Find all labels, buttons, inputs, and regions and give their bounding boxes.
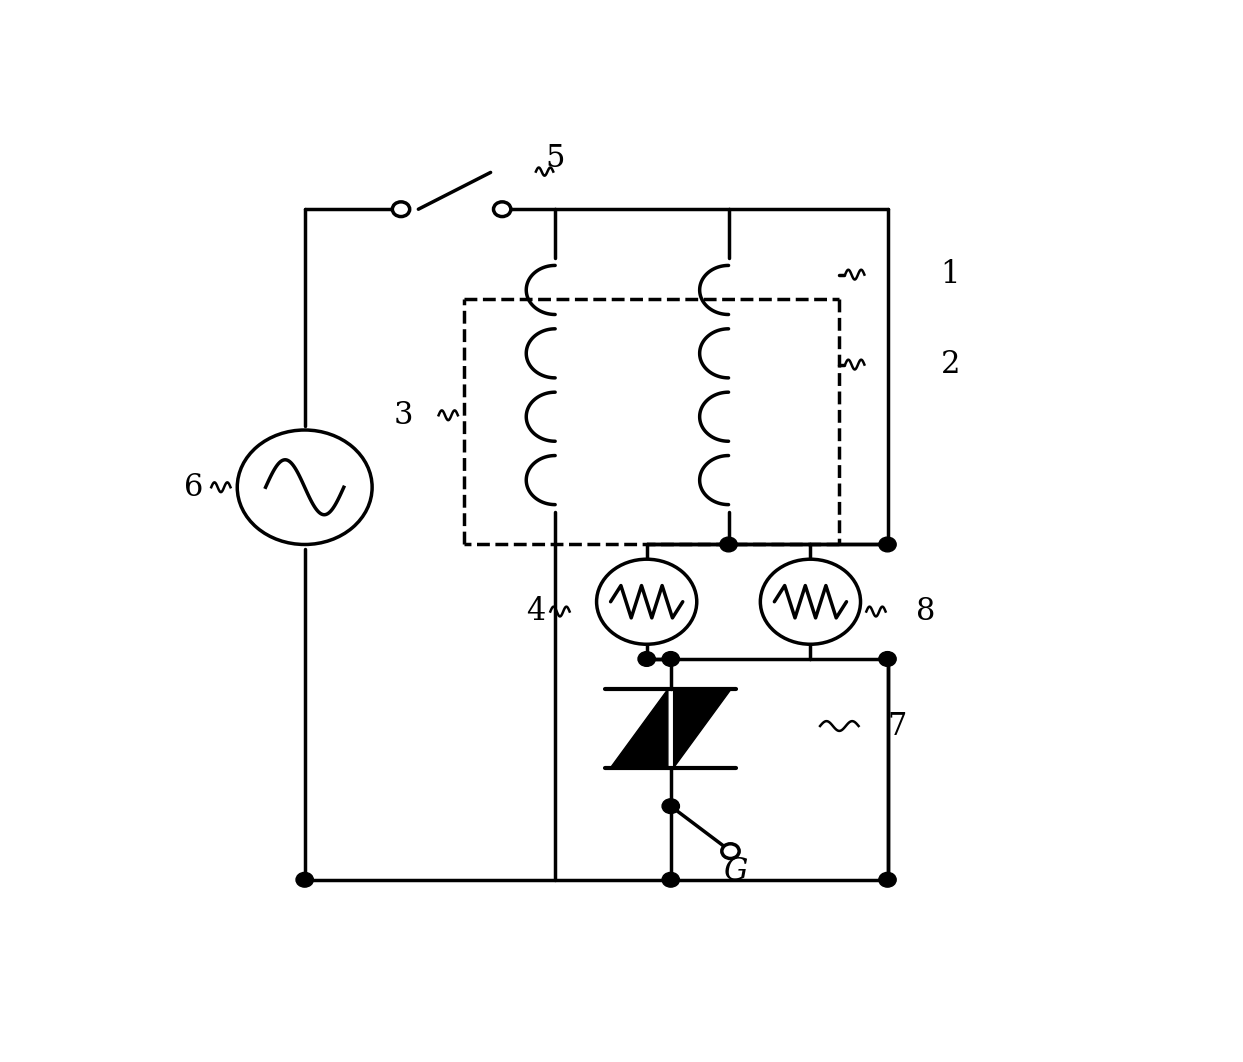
- Circle shape: [879, 537, 896, 552]
- Circle shape: [237, 430, 372, 545]
- Text: 3: 3: [394, 399, 414, 431]
- Circle shape: [761, 560, 860, 645]
- Text: 4: 4: [526, 596, 546, 627]
- Circle shape: [663, 799, 680, 813]
- Text: 2: 2: [941, 349, 960, 380]
- Circle shape: [879, 872, 896, 887]
- Circle shape: [393, 202, 410, 217]
- Circle shape: [663, 652, 680, 666]
- Circle shape: [493, 202, 511, 217]
- Text: 7: 7: [888, 710, 907, 741]
- Text: 1: 1: [941, 259, 960, 290]
- Polygon shape: [674, 689, 731, 768]
- Text: 8: 8: [916, 596, 936, 627]
- Circle shape: [663, 872, 680, 887]
- Circle shape: [638, 652, 655, 666]
- Text: G: G: [723, 856, 747, 887]
- Text: 5: 5: [546, 143, 564, 174]
- Circle shape: [597, 560, 697, 645]
- Circle shape: [879, 652, 896, 666]
- Circle shape: [296, 872, 313, 887]
- Polygon shape: [610, 689, 667, 768]
- Circle shape: [722, 844, 740, 858]
- Circle shape: [720, 537, 737, 552]
- Text: 6: 6: [184, 472, 204, 502]
